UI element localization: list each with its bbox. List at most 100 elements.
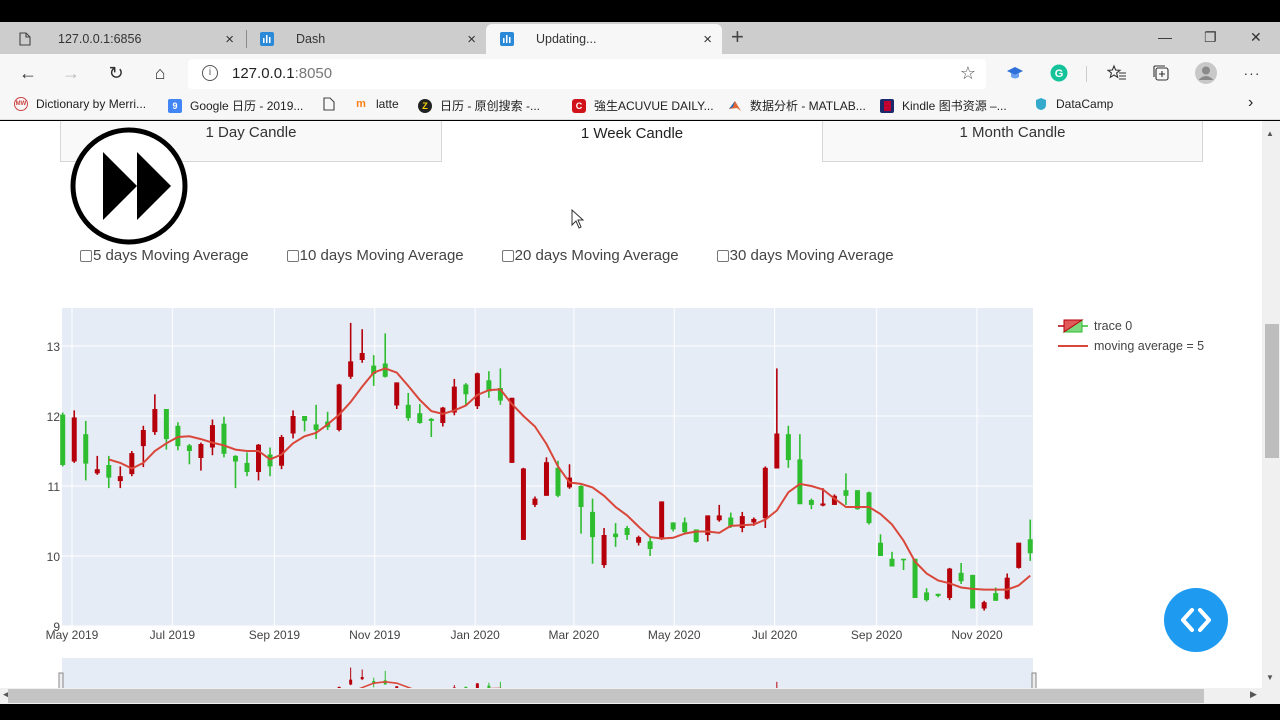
candle[interactable] (889, 558, 895, 567)
candle[interactable] (83, 434, 89, 464)
candle[interactable] (509, 397, 515, 463)
candle[interactable] (279, 437, 285, 466)
close-tab-icon[interactable]: × (703, 31, 712, 48)
candle[interactable] (140, 430, 146, 447)
profile-avatar[interactable] (1195, 62, 1217, 84)
candle[interactable] (417, 413, 423, 423)
candle[interactable] (497, 388, 503, 401)
candle[interactable] (808, 500, 814, 505)
candle[interactable] (935, 593, 941, 596)
legend-item-trace-0[interactable]: trace 0 (1058, 316, 1204, 336)
browser-tab-3-active[interactable]: Updating... × (486, 24, 722, 54)
candle[interactable] (382, 363, 388, 377)
candle[interactable] (359, 353, 365, 360)
candle[interactable] (1004, 577, 1010, 599)
candle[interactable] (175, 425, 181, 447)
candle[interactable] (463, 384, 469, 395)
new-tab-button[interactable]: + (731, 24, 744, 49)
candle[interactable] (601, 535, 607, 566)
legend-item-moving-average[interactable]: moving average = 5 (1058, 336, 1204, 356)
candle[interactable] (958, 572, 964, 582)
back-button[interactable]: ← (19, 63, 37, 83)
candle[interactable] (831, 495, 837, 505)
candle[interactable] (221, 423, 227, 454)
candle[interactable] (774, 433, 780, 469)
candle[interactable] (106, 465, 112, 478)
address-bar[interactable]: i 127.0.0.1:8050 ☆ (188, 59, 986, 89)
home-button[interactable]: ⌂ (154, 63, 166, 83)
candle[interactable] (186, 445, 192, 451)
candle[interactable] (993, 593, 999, 601)
candle[interactable] (1016, 542, 1022, 568)
candle[interactable] (901, 558, 907, 561)
favorites-list-icon[interactable] (1106, 64, 1126, 82)
candle[interactable] (152, 409, 158, 433)
range-slider-right-handle[interactable] (1031, 672, 1037, 688)
candle[interactable] (405, 404, 411, 419)
browser-tab-1[interactable]: 127.0.0.1:6856 × (4, 24, 244, 54)
candle[interactable] (924, 592, 930, 601)
candle[interactable] (854, 490, 860, 510)
candle[interactable] (693, 529, 699, 542)
horizontal-scrollbar[interactable]: ◀ ▶ (0, 688, 1262, 704)
checkbox[interactable] (80, 249, 92, 262)
restore-button[interactable]: ❐ (1204, 29, 1217, 45)
bookmark-item[interactable]: 9 Google 日历 - 2019... (168, 97, 303, 114)
vertical-scroll-thumb[interactable] (1265, 324, 1279, 458)
bookmark-item[interactable]: Z 日历 - 原创搜索 -... (418, 97, 540, 114)
candle[interactable] (209, 425, 215, 448)
range-slider-left-handle[interactable] (58, 672, 64, 688)
forward-button[interactable]: → (62, 63, 80, 83)
scroll-down-arrow-icon[interactable]: ▼ (1266, 673, 1274, 682)
candle[interactable] (71, 417, 77, 462)
candle[interactable] (543, 462, 549, 496)
candle[interactable] (751, 518, 757, 523)
grammarly-icon[interactable]: G (1050, 64, 1068, 82)
tab-1-month-candle[interactable]: 1 Month Candle (822, 121, 1203, 162)
candle[interactable] (302, 416, 308, 421)
candle[interactable] (1027, 539, 1033, 554)
range-slider[interactable] (62, 658, 1033, 688)
candle[interactable] (613, 533, 619, 538)
close-tab-icon[interactable]: × (467, 31, 476, 48)
vertical-scrollbar[interactable]: ▲ ▼ (1262, 121, 1280, 688)
bookmark-item[interactable]: C 強生ACUVUE DAILY... (572, 97, 714, 114)
more-menu-button[interactable]: ··· (1243, 65, 1261, 81)
bookmark-item[interactable] (322, 97, 344, 111)
scroll-right-arrow-icon[interactable]: ▶ (1250, 689, 1257, 699)
candle[interactable] (232, 455, 238, 462)
close-window-button[interactable]: ✕ (1250, 29, 1262, 45)
checkbox-10-days-ma[interactable]: 10 days Moving Average (286, 247, 464, 264)
moving-average-line[interactable] (108, 367, 1031, 591)
candle[interactable] (739, 516, 745, 528)
checkbox[interactable] (501, 249, 514, 262)
candle[interactable] (762, 467, 768, 519)
candle[interactable] (371, 365, 377, 374)
extension-graduation-cap-icon[interactable] (1006, 64, 1024, 82)
candle[interactable] (981, 602, 987, 609)
dash-devtools-button[interactable] (1164, 588, 1228, 652)
bookmarks-overflow-button[interactable]: › (1248, 94, 1254, 111)
chart-plot-area[interactable]: 9 10 11 12 13 May 2019 Jul 2019 Sep 2019 Nov 201… (0, 306, 1262, 688)
close-tab-icon[interactable]: × (225, 31, 234, 48)
candle[interactable] (785, 434, 791, 461)
checkbox-30-days-ma[interactable]: 30 days Moving Average (716, 247, 894, 264)
candle[interactable] (117, 476, 123, 482)
url-text[interactable]: 127.0.0.1:8050 (232, 65, 332, 82)
bookmark-item[interactable]: m latte (354, 97, 399, 111)
candle[interactable] (256, 444, 262, 472)
candle[interactable] (912, 558, 918, 598)
candle[interactable] (290, 416, 296, 434)
tab-1-week-candle[interactable]: 1 Week Candle (442, 121, 822, 162)
candle[interactable] (348, 361, 354, 377)
candle[interactable] (520, 468, 526, 540)
candle[interactable] (624, 528, 630, 535)
checkbox[interactable] (286, 249, 299, 262)
candle[interactable] (198, 444, 204, 458)
refresh-button[interactable]: ↻ (108, 63, 124, 83)
bookmark-item[interactable]: Kindle 图书资源 –... (880, 97, 1007, 114)
horizontal-scroll-thumb[interactable] (8, 689, 1204, 703)
bookmark-item[interactable]: DataCamp (1034, 97, 1113, 111)
candle[interactable] (797, 459, 803, 505)
candle[interactable] (843, 490, 849, 496)
